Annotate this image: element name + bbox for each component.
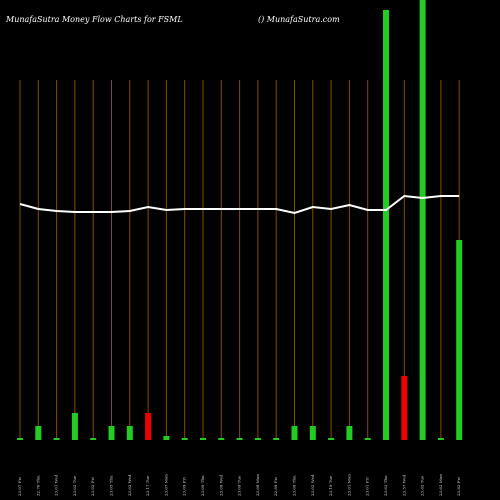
- bar: [163, 436, 170, 440]
- bar: [108, 426, 115, 440]
- bar: [254, 438, 261, 440]
- x-tick-label: 23.02 Tue: [72, 475, 77, 496]
- bar: [346, 426, 353, 440]
- bar: [364, 438, 371, 440]
- bar: [309, 426, 316, 440]
- bar: [181, 438, 188, 440]
- bar: [218, 438, 225, 440]
- bar: [291, 426, 298, 440]
- bar: [401, 376, 408, 440]
- x-tick-label: 23.07 Mon: [163, 474, 168, 496]
- bar: [90, 438, 97, 440]
- x-tick-label: 23.01 Wed: [54, 474, 59, 496]
- x-tick-label: 22.76 Thu: [35, 475, 40, 496]
- x-tick-label: 23.57 Wed: [401, 474, 406, 496]
- bar: [236, 438, 243, 440]
- x-tick-label: 23.09 Thu: [200, 475, 205, 496]
- bar: [437, 438, 444, 440]
- x-tick-label: 23.07 Fri: [17, 477, 22, 496]
- x-tick-label: 23.01 Fri: [365, 477, 370, 496]
- bar: [145, 413, 152, 440]
- bar: [273, 438, 280, 440]
- bar: [126, 426, 133, 440]
- x-tick-label: 23.09 Thu: [292, 475, 297, 496]
- x-tick-label: 23.01 Mon: [346, 474, 351, 496]
- x-tick-label: 23.09 Wed: [218, 474, 223, 496]
- x-tick-label: 23.09 Tue: [237, 475, 242, 496]
- x-tick-label: 23.05 Thu: [109, 475, 114, 496]
- bar: [17, 438, 23, 440]
- x-tick-label: 23.19 Tue: [328, 475, 333, 496]
- x-tick-label: 23.62 Tue: [420, 475, 425, 496]
- x-tick-label: 23.62 Mon: [438, 474, 443, 496]
- chart-subtitle: () MunafaSutra.com: [258, 15, 340, 24]
- bar: [35, 426, 42, 440]
- x-tick-label: 23.09 Mon: [255, 474, 260, 496]
- x-tick-label: 23.82 Fri: [456, 477, 461, 496]
- bar: [328, 438, 335, 440]
- bar: [383, 10, 389, 440]
- x-tick-label: 23.02 Wed: [127, 474, 132, 496]
- bar: [200, 438, 206, 440]
- chart-title: MunafaSutra Money Flow Charts for FSML: [5, 15, 183, 24]
- x-tick-label: 22.89 Fri: [273, 477, 278, 496]
- x-tick-label: 23.17 Tue: [145, 475, 150, 496]
- bar: [71, 413, 78, 440]
- bar: [456, 240, 463, 440]
- x-tick-label: 23.09 Fri: [182, 477, 187, 496]
- price-line: [19, 194, 460, 215]
- x-tick-label: 23.02 Wed: [310, 474, 315, 496]
- x-tick-label: 23.63 Thu: [383, 475, 388, 496]
- bar: [419, 0, 426, 440]
- bar: [53, 438, 60, 440]
- x-tick-label: 23.02 Fri: [90, 477, 95, 496]
